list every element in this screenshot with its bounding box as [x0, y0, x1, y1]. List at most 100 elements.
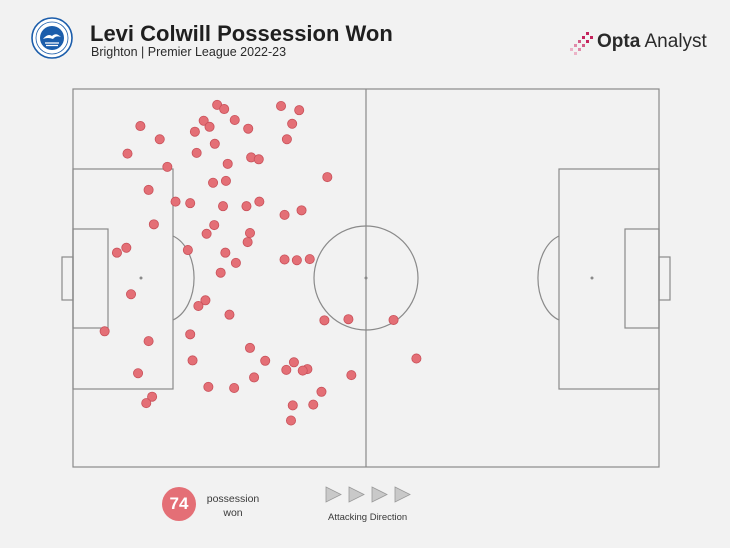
left-penalty-arc — [172, 235, 195, 321]
possession-won-points — [99, 99, 422, 426]
possession-won-point — [260, 355, 271, 366]
page-subtitle: Brighton | Premier League 2022-23 — [91, 45, 287, 59]
attacking-direction-label: Attacking Direction — [328, 512, 408, 523]
possession-won-point — [411, 353, 422, 364]
possession-won-point — [182, 245, 193, 256]
possession-won-point — [291, 255, 302, 266]
possession-won-point — [220, 247, 231, 258]
possession-won-point — [126, 289, 137, 300]
possession-won-point — [276, 101, 287, 112]
possession-won-point — [304, 254, 315, 265]
possession-won-point — [244, 342, 255, 353]
possession-won-point — [143, 184, 154, 195]
possession-won-point — [229, 382, 240, 393]
possession-won-point — [346, 370, 357, 381]
possession-won-point — [154, 134, 165, 145]
possession-won-point — [198, 115, 209, 126]
possession-won-point — [191, 147, 202, 158]
left-six-yard-box — [72, 228, 109, 329]
possession-won-point — [147, 391, 158, 402]
possession-won-point — [244, 228, 255, 239]
possession-won-point — [287, 118, 298, 129]
possession-won-point — [143, 336, 154, 347]
possession-won-point — [201, 228, 212, 239]
brighton-crest-icon — [31, 17, 73, 59]
possession-won-point — [208, 177, 219, 188]
possession-won-point — [203, 381, 214, 392]
possession-won-point — [162, 161, 173, 172]
possession-won-point — [218, 201, 229, 212]
possession-won-point — [133, 368, 144, 379]
count-badge: 74 — [162, 487, 196, 521]
possession-won-point — [253, 154, 264, 165]
possession-won-point — [249, 372, 260, 383]
right-six-yard-box — [624, 228, 660, 329]
possession-won-point — [204, 121, 215, 132]
possession-won-point — [254, 196, 265, 207]
possession-won-point — [209, 138, 220, 149]
possession-won-point — [322, 172, 333, 183]
possession-won-point — [187, 355, 198, 366]
attacking-direction-arrows — [325, 486, 411, 503]
possession-won-point — [122, 148, 133, 159]
opta-analyst-logo: Opta Analyst — [569, 30, 709, 56]
right-goal — [658, 256, 671, 301]
triangle-right-icon — [348, 486, 365, 503]
possession-won-point — [281, 134, 292, 145]
triangle-right-icon — [371, 486, 388, 503]
possession-won-point — [229, 114, 240, 125]
possession-won-point — [388, 314, 399, 325]
right-penalty-spot — [590, 276, 594, 280]
possession-won-point — [285, 415, 296, 426]
possession-won-point — [287, 400, 298, 411]
brand-name-rest: Analyst — [640, 31, 707, 52]
centre-spot — [364, 276, 368, 280]
possession-won-point — [215, 267, 226, 278]
possession-won-point — [294, 105, 305, 116]
possession-won-point — [189, 126, 200, 137]
possession-won-point — [193, 300, 204, 311]
left-penalty-area — [72, 168, 174, 390]
possession-won-point — [288, 357, 299, 368]
possession-won-point — [224, 309, 235, 320]
possession-won-point — [220, 175, 231, 186]
possession-won-point — [222, 158, 233, 169]
possession-won-point — [135, 121, 146, 132]
possession-won-point — [243, 123, 254, 134]
possession-won-point — [141, 398, 152, 409]
possession-won-point — [242, 237, 253, 248]
triangle-right-icon — [325, 486, 342, 503]
right-penalty-arc — [537, 235, 560, 321]
possession-won-point — [279, 209, 290, 220]
page-title: Levi Colwill Possession Won — [90, 21, 393, 46]
brand-name: Opta Analyst — [597, 31, 707, 53]
possession-won-point — [99, 326, 110, 337]
possession-won-point — [111, 247, 122, 258]
possession-won-point — [343, 314, 354, 325]
possession-won-point — [319, 315, 330, 326]
left-goal — [61, 256, 74, 301]
possession-won-point — [209, 220, 220, 231]
opta-logo-icon — [570, 32, 593, 55]
possession-won-point — [241, 201, 252, 212]
possession-won-point — [170, 196, 181, 207]
possession-won-point — [185, 198, 196, 209]
possession-won-point — [316, 386, 327, 397]
triangle-right-icon — [394, 486, 411, 503]
possession-won-point — [230, 257, 241, 268]
pitch-markings — [61, 88, 671, 468]
possession-won-point — [185, 329, 196, 340]
possession-won-point — [219, 104, 230, 115]
possession-won-point — [296, 205, 307, 216]
brand-name-bold: Opta — [597, 31, 641, 52]
count-label: possession won — [206, 493, 260, 519]
possession-won-point — [297, 365, 308, 376]
possession-won-point — [200, 295, 211, 306]
possession-won-point — [281, 364, 292, 375]
possession-won-point — [148, 219, 159, 230]
possession-won-point — [308, 399, 319, 410]
possession-won-point — [121, 242, 132, 253]
possession-won-point — [279, 254, 290, 265]
centre-circle — [313, 225, 419, 331]
